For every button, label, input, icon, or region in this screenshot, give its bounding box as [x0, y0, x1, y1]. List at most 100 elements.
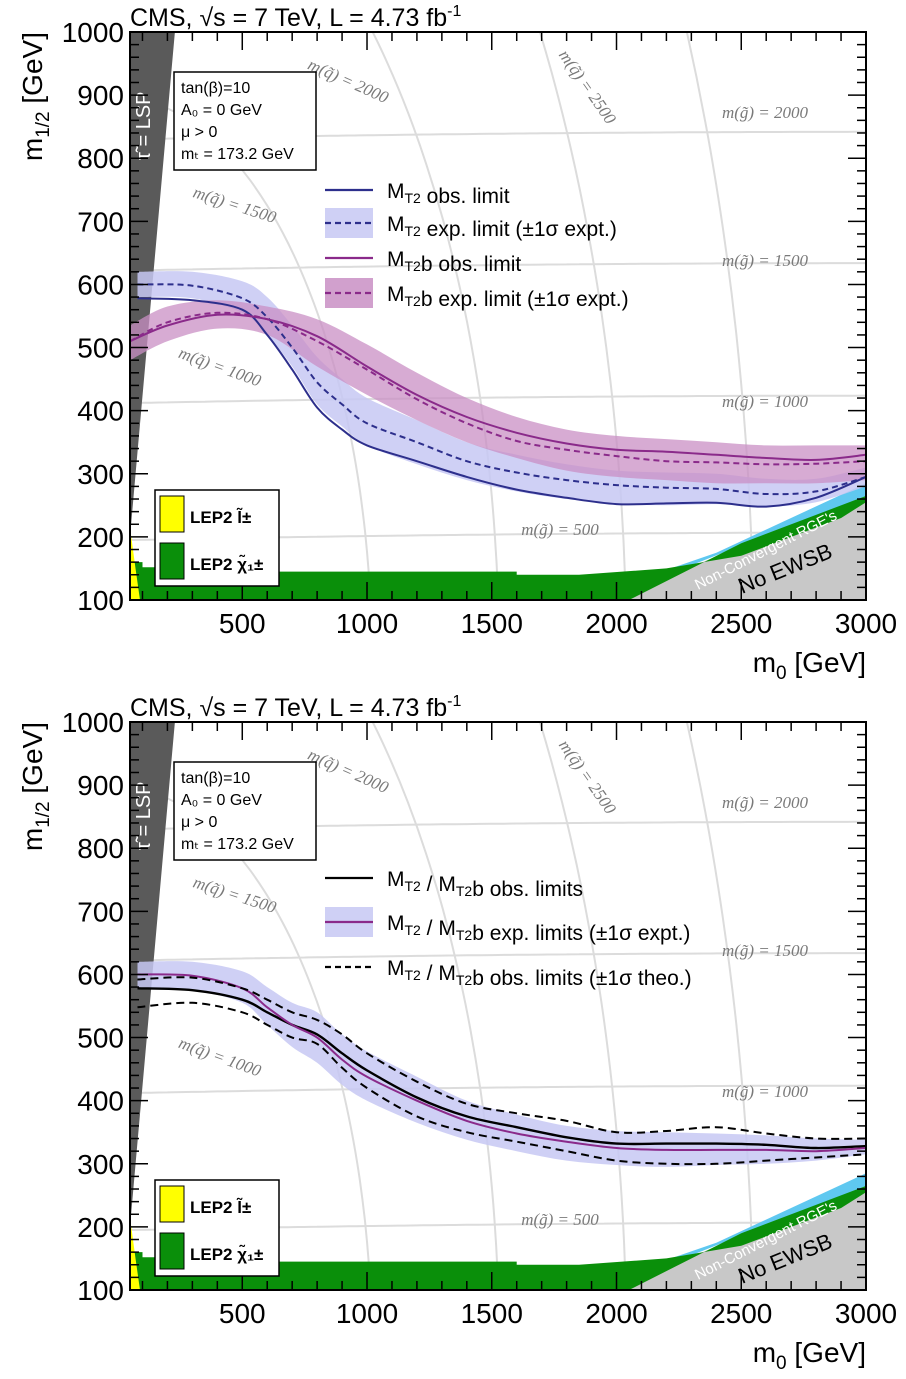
m-t2-exp-limit-line	[137, 283, 866, 496]
gluino-label-0: m(g̃) = 500	[521, 1210, 599, 1229]
params-box	[173, 71, 317, 171]
param-line: mₜ = 173.2 GeV	[181, 836, 294, 853]
chart-top-panel: m(g̃) = 500 m(g̃) = 1000 m(g̃) = 1500 m(g̃)…	[17, 3, 897, 684]
y-tick-label: 1000	[62, 707, 124, 738]
gluino-label-1: m(g̃) = 1000	[722, 1082, 809, 1101]
lep2-chargino-region	[130, 495, 866, 600]
y-tick-label: 200	[77, 1212, 124, 1243]
lep2-chargino-label: LEP2 χ̃₁±	[190, 1244, 263, 1264]
y-tick-label: 700	[77, 206, 124, 237]
x-tick-label: 3000	[835, 1298, 897, 1329]
x-axis-label: m0 [GeV]	[753, 1337, 866, 1374]
m-t2b-exp-limit-line	[130, 311, 866, 466]
x-tick-label: 1500	[461, 1298, 523, 1329]
x-tick-label: 500	[219, 608, 266, 639]
param-line: A₀ = 0 GeV	[181, 792, 262, 809]
stau-lsp-label: τ̃ = LSP	[133, 92, 155, 161]
y-tick-label: 300	[77, 1149, 124, 1180]
y-tick-label: 300	[77, 459, 124, 490]
squark-contour-2500	[685, 722, 754, 1290]
plot-area	[130, 32, 866, 600]
y-tick-label: 400	[77, 396, 124, 427]
stau-lsp-label: τ̃ = LSP	[133, 782, 155, 851]
m-t2b-obs-limit-line	[130, 313, 866, 461]
y-axis-label: m1/2 [GeV]	[17, 32, 54, 161]
legend-label: MT2b exp. limit (±1σ expt.)	[387, 283, 629, 311]
plot-area	[130, 722, 866, 1290]
y-tick-label: 500	[77, 333, 124, 364]
chart-bottom-panel: m(g̃) = 500 m(g̃) = 1000 m(g̃) = 1500 m(g̃)…	[17, 693, 897, 1374]
legend-label: MT2b obs. limit	[387, 248, 521, 276]
lep2-slepton-label: LEP2 l̃±	[190, 1197, 251, 1217]
legend-label: MT2 / MT2b obs. limits	[387, 868, 583, 901]
y-tick-label: 600	[77, 959, 124, 990]
plot-frame	[129, 31, 867, 601]
m-t2b-exp-limit-band	[130, 300, 866, 484]
squark-label-1: m(q̃) = 1500	[191, 182, 279, 227]
y-tick-label: 400	[77, 1086, 124, 1117]
squark-label-2: m(q̃) = 2000	[305, 745, 392, 798]
gluino-contour-1500	[130, 952, 866, 962]
legend-label: MT2 / MT2b obs. limits (±1σ theo.)	[387, 957, 692, 990]
m-t2-m-t2b-obs-limits-line	[137, 987, 866, 1150]
gluino-label-3: m(g̃) = 2000	[722, 793, 809, 812]
obs-limits-1-theo--line	[137, 1001, 866, 1166]
params-box	[173, 761, 317, 861]
y-tick-label: 600	[77, 269, 124, 300]
param-line: mₜ = 173.2 GeV	[181, 146, 294, 163]
stau-lsp-region	[130, 722, 175, 1290]
lep2-chargino-swatch	[159, 542, 185, 580]
y-tick-label: 800	[77, 833, 124, 864]
squark-label-3: m(q̃) = 2500	[555, 736, 620, 818]
obs-limits-1-theo--line	[137, 976, 866, 1140]
lep2-chargino-region	[130, 1185, 866, 1290]
x-tick-label: 500	[219, 1298, 266, 1329]
y-tick-label: 900	[77, 80, 124, 111]
lep2-slepton-label: LEP2 l̃±	[190, 507, 251, 527]
y-tick-label: 500	[77, 1023, 124, 1054]
y-tick-label: 700	[77, 896, 124, 927]
y-tick-label: 1000	[62, 17, 124, 48]
lep2-slepton-swatch	[159, 1185, 185, 1223]
lep2-slepton-region	[130, 527, 140, 600]
plot-frame	[129, 721, 867, 1291]
param-line: A₀ = 0 GeV	[181, 102, 262, 119]
squark-label-0: m(q̃) = 1000	[176, 343, 264, 390]
x-tick-label: 1000	[336, 1298, 398, 1329]
y-tick-label: 800	[77, 143, 124, 174]
gluino-label-0: m(g̃) = 500	[521, 520, 599, 539]
stau-lsp-region	[130, 32, 175, 600]
squark-contour-1500	[371, 722, 500, 1290]
no-ewsb-region	[466, 499, 866, 600]
squark-label-1: m(q̃) = 1500	[191, 872, 279, 917]
chart-title: CMS, √s = 7 TeV, L = 4.73 fb-1	[130, 693, 461, 722]
param-line: tan(β)=10	[181, 770, 250, 787]
param-line: μ > 0	[181, 124, 217, 141]
gluino-label-1: m(g̃) = 1000	[722, 392, 809, 411]
no-ewsb-region	[466, 1189, 866, 1290]
y-tick-label: 100	[77, 1275, 124, 1306]
y-tick-label: 900	[77, 770, 124, 801]
x-tick-label: 1000	[336, 608, 398, 639]
m-t2-obs-limit-line	[137, 297, 866, 508]
x-tick-label: 2500	[710, 1298, 772, 1329]
lep2-slepton-swatch	[159, 495, 185, 533]
squark-label-0: m(q̃) = 1000	[176, 1033, 264, 1080]
legend-label: MT2 obs. limit	[387, 180, 510, 208]
m-t2-m-t2b-exp-limits-line	[137, 973, 866, 1153]
squark-label-3: m(q̃) = 2500	[555, 46, 620, 128]
y-tick-label: 200	[77, 522, 124, 553]
lep2-chargino-label: LEP2 χ̃₁±	[190, 554, 263, 574]
gluino-label-2: m(g̃) = 1500	[722, 941, 809, 960]
x-tick-label: 2000	[585, 1298, 647, 1329]
param-line: tan(β)=10	[181, 80, 250, 97]
gluino-label-2: m(g̃) = 1500	[722, 251, 809, 270]
squark-contour-2000	[538, 32, 627, 600]
x-axis-label: m0 [GeV]	[753, 647, 866, 684]
squark-contour-2000	[538, 722, 627, 1290]
gluino-label-3: m(g̃) = 2000	[722, 103, 809, 122]
y-axis-label: m1/2 [GeV]	[17, 722, 54, 851]
y-tick-label: 100	[77, 585, 124, 616]
squark-contour-2500	[685, 32, 754, 600]
